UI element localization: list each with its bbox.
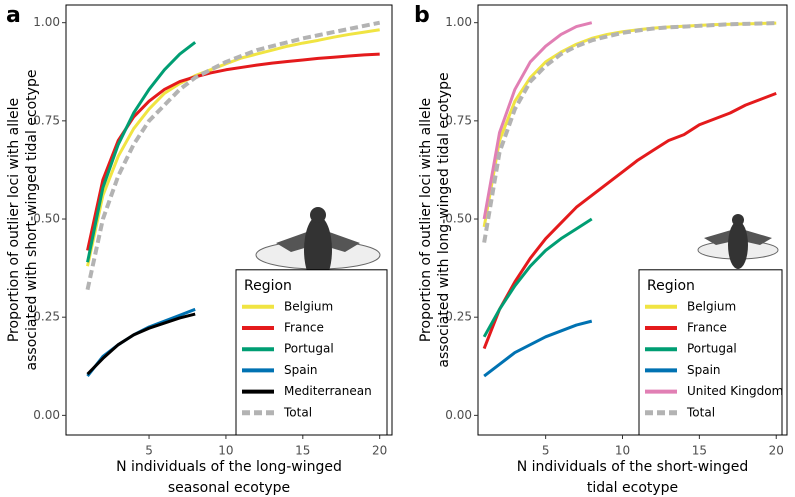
y-tick-label: 1.00 (33, 15, 60, 29)
series-line (482, 21, 593, 220)
legend-label: Belgium (284, 299, 333, 313)
y-axis-label: associated with short-winged tidal ecoty… (24, 70, 40, 371)
x-tick-label: 5 (542, 444, 550, 458)
y-tick-label: 0.50 (33, 212, 60, 226)
legend-label: Total (283, 405, 312, 419)
series-line (482, 21, 777, 228)
beetle-b (697, 214, 779, 269)
legend-title: Region (244, 278, 292, 294)
x-tick-label: 10 (218, 444, 233, 458)
series-line (482, 217, 593, 338)
legend-label: Portugal (687, 342, 737, 356)
series-line (86, 312, 196, 376)
panel-label: b (414, 3, 430, 28)
series-line (482, 91, 777, 350)
x-tick-label: 20 (769, 444, 784, 458)
x-tick-label: 5 (145, 444, 153, 458)
series-line (85, 20, 381, 291)
legend-label: France (284, 321, 324, 335)
y-tick-label: 0.00 (33, 408, 60, 422)
series-line (482, 21, 777, 243)
x-axis-label: seasonal ecotype (168, 480, 290, 496)
beetle-a (255, 207, 381, 284)
panel-label: a (6, 3, 21, 28)
y-tick-label: 0.25 (445, 310, 472, 324)
y-axis-label: Proportion of outlier loci with allele (418, 98, 434, 342)
legend-label: Mediterranean (284, 384, 372, 398)
x-axis-label: N individuals of the short-winged (517, 459, 749, 475)
legend-label: Belgium (687, 299, 736, 313)
legend-label: Spain (284, 363, 318, 377)
x-tick-label: 15 (295, 444, 310, 458)
plot-frame (477, 4, 788, 436)
legend-label: Portugal (284, 342, 334, 356)
x-tick-label: 10 (615, 444, 630, 458)
y-axis-label: Proportion of outlier loci with allele (6, 98, 22, 342)
x-axis-label: N individuals of the long-winged (116, 459, 342, 475)
y-tick-label: 1.00 (445, 15, 472, 29)
x-axis-label: tidal ecotype (587, 480, 678, 496)
legend-box (638, 269, 783, 436)
x-tick-label: 15 (692, 444, 707, 458)
series-line (86, 41, 197, 263)
y-tick-label: 0.75 (445, 113, 472, 127)
legend-label: Total (686, 405, 715, 419)
legend-box (235, 269, 388, 436)
x-tick-label: 20 (372, 444, 387, 458)
plot-frame (65, 4, 393, 436)
legend-title: Region (647, 278, 695, 294)
series-line (86, 28, 380, 267)
y-tick-label: 0.75 (33, 113, 60, 127)
y-tick-label: 0.00 (445, 408, 472, 422)
legend-label: United Kingdom (687, 384, 783, 398)
y-tick-label: 0.25 (33, 310, 60, 324)
legend-label: France (687, 321, 727, 335)
y-tick-label: 0.50 (445, 212, 472, 226)
series-line (483, 319, 593, 378)
legend-label: Spain (687, 363, 721, 377)
y-axis-label: associated with long-winged tidal ecotyp… (436, 72, 452, 367)
series-line (86, 52, 380, 251)
